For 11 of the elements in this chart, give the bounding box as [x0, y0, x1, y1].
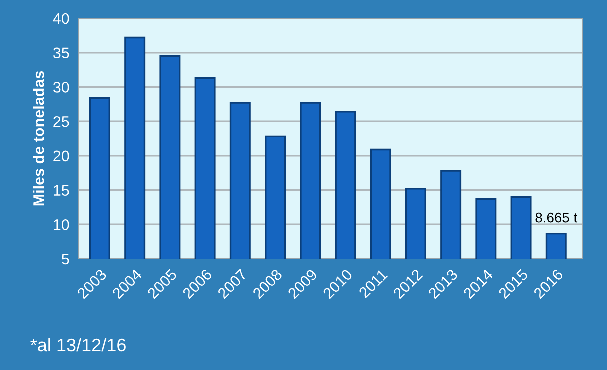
- y-tick-label: 25: [54, 116, 70, 128]
- text: *al 13/12/16: [30, 338, 126, 352]
- data-label: 8.665 t: [536, 212, 578, 223]
- y-tick-label: 35: [53, 48, 70, 59]
- y-tick-label: 15: [54, 185, 70, 196]
- y-axis-title: Miles de toneladas: [33, 71, 44, 206]
- y-tick-label: 30: [53, 82, 70, 93]
- y-tick-label: 40: [53, 13, 70, 24]
- y-tick-label: 5: [62, 254, 70, 265]
- y-tick-label: 20: [54, 150, 70, 162]
- y-tick-label: 10: [54, 220, 70, 230]
